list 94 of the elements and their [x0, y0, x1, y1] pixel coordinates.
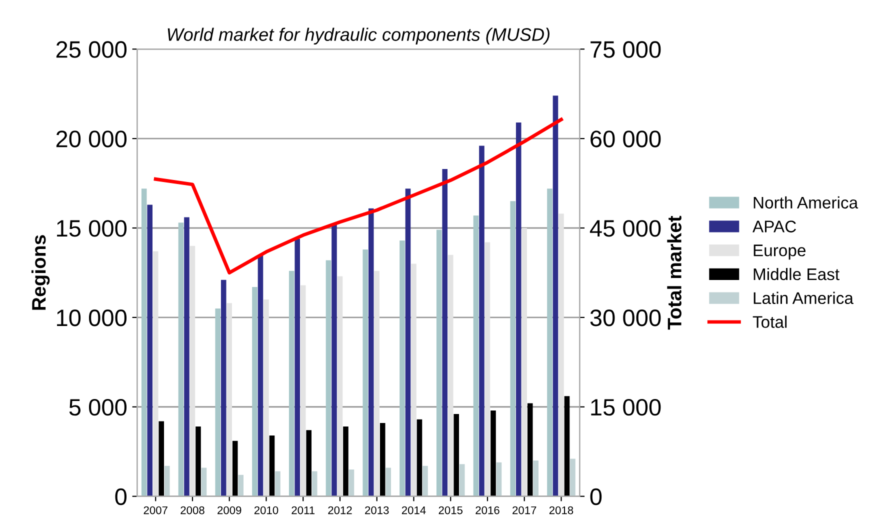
bar: [374, 270, 380, 496]
bar: [164, 466, 170, 496]
legend-label: Middle East: [754, 268, 840, 280]
legend-label: APAC: [752, 220, 796, 232]
bar: [312, 471, 318, 496]
bar: [269, 436, 275, 496]
bar: [252, 287, 258, 496]
bar: [454, 414, 460, 496]
bar: [190, 246, 196, 496]
y2-tick-label: 0: [590, 488, 602, 506]
legend-label: North America: [754, 196, 858, 209]
bar: [238, 474, 244, 496]
bar: [411, 264, 416, 496]
bar: [326, 260, 332, 496]
bar: [178, 222, 184, 496]
bar: [264, 300, 269, 496]
bar: [294, 238, 300, 496]
y-axis-title: Regions: [31, 235, 50, 310]
y-tick-label: 10 000: [57, 310, 127, 326]
x-tick-label: 2018: [549, 506, 574, 514]
x-tick-label: 2013: [365, 506, 389, 514]
y-tick-label: 0: [115, 488, 127, 506]
bar: [510, 201, 516, 496]
bar: [473, 215, 479, 496]
bar: [337, 276, 343, 496]
bar: [386, 468, 392, 496]
legend-label: Latin America: [754, 292, 854, 304]
bar: [362, 249, 368, 496]
bar: [226, 303, 232, 496]
line-series: [154, 118, 563, 274]
bar: [232, 440, 238, 496]
bar: [422, 466, 428, 496]
bar: [348, 469, 354, 496]
x-tick-label: 2008: [180, 506, 204, 514]
y-tick-label: 20 000: [56, 130, 127, 148]
bar: [564, 396, 570, 496]
bar: [436, 230, 442, 496]
bar: [479, 146, 484, 496]
bar: [448, 254, 454, 496]
bar: [196, 426, 201, 496]
bar: [158, 421, 164, 496]
x-tick-label: 2012: [328, 506, 352, 514]
bar: [496, 462, 502, 496]
bar: [547, 188, 552, 496]
bar: [332, 224, 337, 496]
bar: [516, 122, 522, 496]
chart-title: World market for hydraulic components (MUSD): [168, 28, 550, 45]
bar: [558, 214, 564, 496]
bar: [343, 426, 348, 496]
x-tick-label: 2015: [438, 506, 463, 514]
bar: [258, 254, 264, 496]
y2-tick-label: 15 000: [591, 398, 661, 416]
bar: [152, 251, 158, 496]
bar: [184, 217, 190, 496]
bar: [220, 280, 226, 496]
bar: [442, 168, 448, 496]
y2-tick-label: 60 000: [590, 130, 661, 148]
y-tick-label: 5 000: [69, 398, 127, 416]
y-tick-label: 15 000: [57, 220, 127, 237]
x-tick-label: 2017: [512, 506, 536, 514]
bar: [552, 96, 558, 496]
x-tick-label: 2007: [144, 506, 168, 514]
legend-label: Europe: [754, 244, 806, 260]
bar: [484, 242, 490, 496]
y2-tick-label: 75 000: [590, 41, 661, 58]
bar: [288, 270, 294, 496]
bar: [300, 285, 306, 496]
bar: [459, 464, 465, 496]
y2-tick-label: 30 000: [590, 310, 661, 326]
bar: [306, 430, 312, 496]
x-tick-label: 2014: [402, 506, 426, 514]
bar: [527, 403, 533, 496]
y-tick-label: 25 000: [56, 41, 127, 58]
bar: [522, 228, 528, 496]
bar: [380, 422, 386, 496]
y2-tick-label: 45 000: [590, 220, 661, 237]
bar: [416, 419, 422, 496]
bar: [490, 410, 496, 496]
y2-axis-title: Total market: [667, 216, 682, 330]
bar: [215, 308, 221, 496]
x-tick-label: 2011: [292, 506, 315, 514]
bar: [201, 468, 207, 496]
bar: [275, 471, 280, 496]
bar: [141, 188, 147, 496]
bar: [533, 460, 539, 496]
bar: [147, 204, 153, 496]
bar: [405, 188, 411, 496]
bar: [368, 208, 374, 496]
legend-label: Total: [752, 316, 787, 328]
bar: [400, 240, 405, 496]
x-tick-label: 2009: [218, 506, 242, 514]
bar: [570, 458, 576, 496]
x-tick-label: 2016: [476, 506, 500, 514]
x-tick-label: 2010: [254, 506, 278, 514]
